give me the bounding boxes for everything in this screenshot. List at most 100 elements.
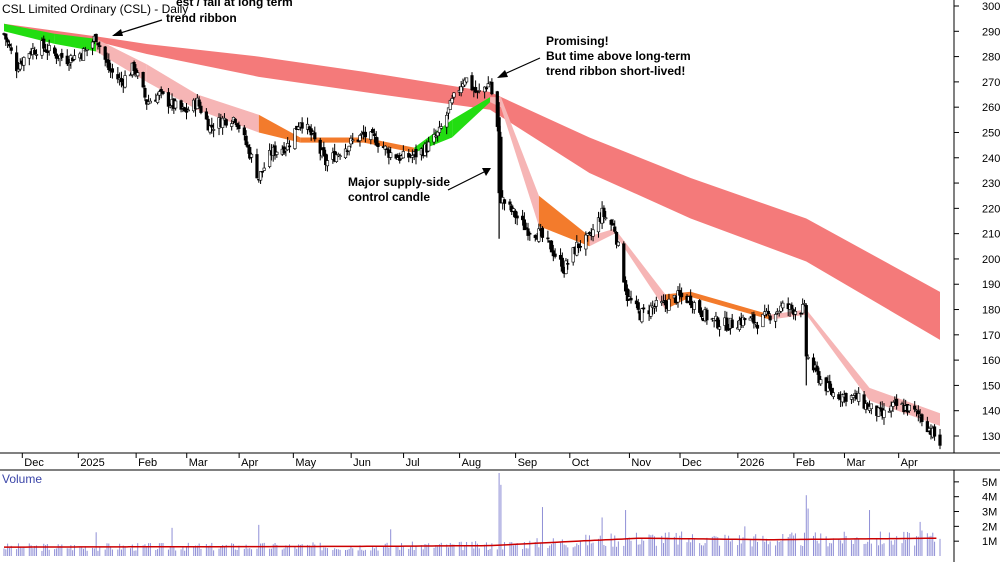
candle-body xyxy=(47,45,51,52)
volume-tick-label: 3M xyxy=(982,507,997,519)
price-tick-label: 220 xyxy=(982,203,1000,215)
candle-body xyxy=(96,42,100,46)
candle-body xyxy=(891,402,895,407)
time-axis-ticks: Dec 2025 Feb Mar Apr May Jun Jul Aug Sep Oct Nov Dec… xyxy=(21,453,918,469)
candle-body xyxy=(625,288,629,301)
candle-body xyxy=(212,129,216,131)
candle-body xyxy=(766,310,770,314)
candle-body xyxy=(667,298,671,311)
candle-body xyxy=(920,414,924,422)
candle-body xyxy=(705,309,709,321)
candle-body xyxy=(927,428,931,432)
candle-body xyxy=(260,170,264,173)
candle-body xyxy=(652,306,657,309)
candle-body xyxy=(604,217,608,220)
candle-body xyxy=(577,243,581,249)
candle-body xyxy=(446,107,451,114)
candle-body xyxy=(781,302,785,309)
candle-body xyxy=(186,109,190,112)
candle-body xyxy=(474,87,478,93)
candle-body xyxy=(640,308,644,323)
candle-body xyxy=(804,305,808,357)
time-tick-label: Apr xyxy=(241,457,258,469)
candle-body xyxy=(553,253,557,257)
candle-body xyxy=(450,98,454,104)
volume-axis-ticks: 1M 2M 3M 4M 5M xyxy=(954,477,997,548)
candle-body xyxy=(851,395,855,398)
candle-body xyxy=(587,232,592,234)
candle-body xyxy=(85,48,89,51)
time-tick-label: Nov xyxy=(631,457,651,469)
candle-body xyxy=(363,131,367,138)
candle-body xyxy=(699,310,704,318)
candle-body xyxy=(132,61,136,72)
candle-body xyxy=(334,154,339,162)
price-tick-label: 130 xyxy=(982,431,1000,443)
candle-body xyxy=(372,133,377,137)
candle-body xyxy=(754,322,758,325)
candle-body xyxy=(67,64,71,66)
candle-body xyxy=(528,232,532,235)
candle-body xyxy=(614,231,619,245)
annotation-promising-line-3: trend ribbon short-lived! xyxy=(546,64,685,78)
candle-body xyxy=(345,150,349,152)
annotation-supply-line-1: Major supply-side xyxy=(348,175,450,189)
candle-body xyxy=(148,100,152,104)
candle-body xyxy=(609,219,613,225)
candle-body xyxy=(913,405,917,410)
annotation-supply-candle: Major supply-side control candle xyxy=(348,168,491,204)
time-tick-label: Jul xyxy=(406,457,420,469)
candle-body xyxy=(857,392,861,402)
candle-body xyxy=(222,117,227,121)
annotation-supply-arrow xyxy=(447,169,489,191)
candle-body xyxy=(663,300,667,306)
candle-body xyxy=(371,129,375,133)
candle-body xyxy=(237,124,241,129)
candle-body xyxy=(486,83,490,88)
volume-tick-label: 2M xyxy=(982,521,997,533)
candle-body xyxy=(716,317,720,329)
time-tick-label: 2025 xyxy=(80,457,104,469)
candle-body xyxy=(18,63,22,70)
time-tick-label: Jun xyxy=(353,457,371,469)
candle-body xyxy=(128,74,133,77)
price-tick-label: 240 xyxy=(982,153,1000,165)
candle-body xyxy=(258,171,263,181)
candle-body xyxy=(622,243,626,283)
candle-body xyxy=(551,250,555,257)
candle-body xyxy=(602,207,606,218)
candle-body xyxy=(343,148,348,159)
candle-body xyxy=(829,387,834,395)
candle-body xyxy=(575,241,579,256)
candle-body xyxy=(828,381,832,389)
candle-body xyxy=(790,304,794,310)
candle-body xyxy=(439,126,443,129)
candle-body xyxy=(524,227,528,230)
candle-body xyxy=(199,105,203,113)
annotation-promising-arrowhead xyxy=(497,70,508,78)
candle-body xyxy=(9,47,13,51)
candle-body xyxy=(157,91,161,96)
time-tick-label: Oct xyxy=(572,457,589,469)
candle-body xyxy=(907,404,911,412)
annotation-supply-arrowhead xyxy=(482,168,491,176)
candle-body xyxy=(414,149,418,158)
candle-body xyxy=(558,254,563,260)
candle-body xyxy=(768,315,772,321)
candle-body xyxy=(793,311,798,315)
candle-body xyxy=(273,145,277,156)
time-tick-label: Apr xyxy=(901,457,918,469)
candle-body xyxy=(938,434,942,446)
candle-body xyxy=(338,155,342,158)
candle-body xyxy=(817,371,821,383)
candle-body xyxy=(347,145,351,152)
candle-body xyxy=(7,43,12,47)
candle-body xyxy=(4,33,8,40)
candle-body xyxy=(932,426,937,437)
candle-body xyxy=(546,237,550,240)
candle-body xyxy=(484,87,489,90)
time-tick-label: Feb xyxy=(138,457,157,469)
candle-body xyxy=(584,234,588,250)
candle-body xyxy=(627,296,631,300)
